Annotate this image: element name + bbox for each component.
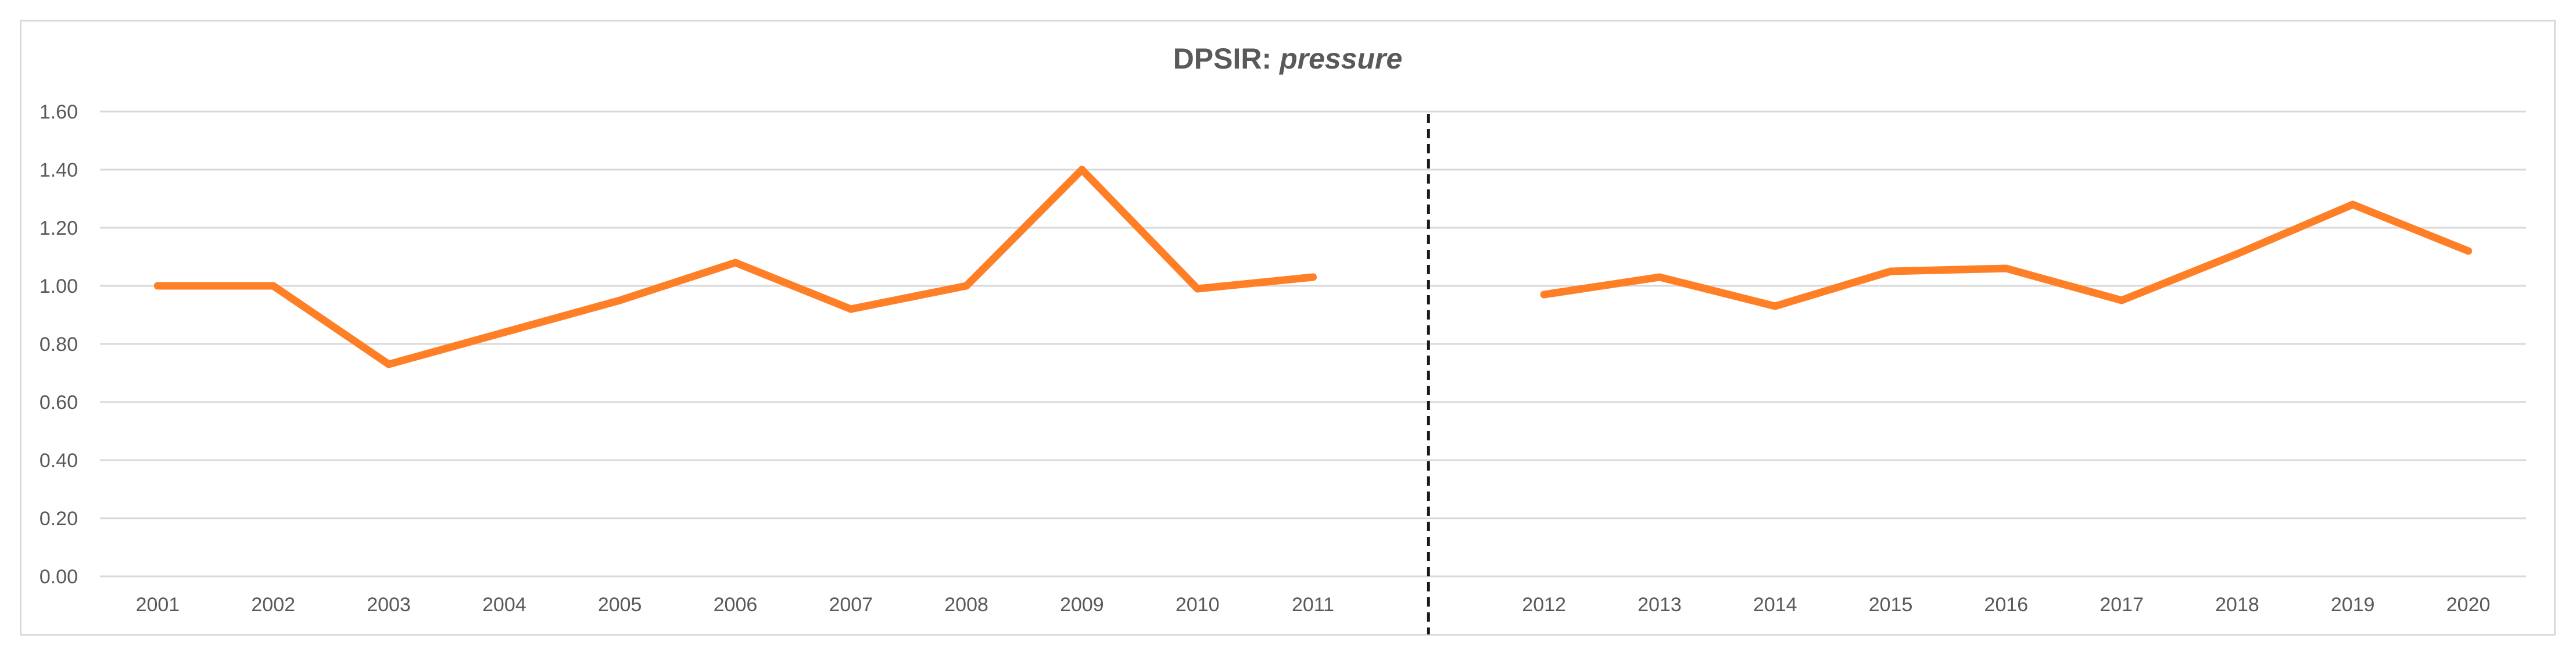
x-tick-label: 2015 [1869, 594, 1913, 616]
x-tick-label: 2010 [1176, 594, 1220, 616]
x-tick-label: 2017 [2100, 594, 2144, 616]
data-point-2007 [847, 305, 855, 313]
y-tick-label: 0.00 [40, 566, 78, 588]
x-tick-label: 2001 [136, 594, 180, 616]
y-tick-label: 0.60 [40, 392, 78, 414]
data-point-2019 [2349, 200, 2357, 209]
data-point-2004 [500, 328, 508, 336]
data-point-2020 [2464, 247, 2473, 255]
x-tick-label: 2016 [1984, 594, 2029, 616]
x-tick-label: 2014 [1753, 594, 1797, 616]
chart-title-emphasis: pressure [1278, 42, 1402, 75]
series-line-segment [153, 166, 1317, 368]
data-point-2011 [1309, 273, 1317, 281]
data-point-2005 [616, 296, 624, 304]
x-tick-label: 2019 [2331, 594, 2375, 616]
y-tick-label: 0.40 [40, 450, 78, 472]
data-point-2014 [1771, 302, 1779, 310]
y-tick-label: 1.20 [40, 217, 78, 239]
y-tick-label: 1.40 [40, 159, 78, 181]
x-tick-label: 2007 [829, 594, 873, 616]
x-axis-ticks: 2001 2002 2003 2004 2005 2006 2007 2008 2009 2010… [136, 594, 2491, 616]
x-tick-label: 2005 [598, 594, 642, 616]
data-point-2008 [962, 282, 970, 290]
x-tick-label: 2013 [1638, 594, 1682, 616]
x-tick-label: 2004 [482, 594, 526, 616]
x-tick-label: 2009 [1060, 594, 1104, 616]
data-point-2003 [385, 360, 393, 368]
x-tick-label: 2006 [714, 594, 758, 616]
x-tick-label: 2018 [2215, 594, 2259, 616]
data-point-2017 [2118, 296, 2126, 304]
series-layer [153, 166, 2473, 368]
data-point-2001 [153, 282, 162, 290]
data-point-2015 [1887, 267, 1895, 275]
data-point-2006 [731, 259, 739, 267]
data-point-2009 [1078, 166, 1086, 174]
data-point-2002 [269, 282, 277, 290]
x-tick-label: 2012 [1522, 594, 1566, 616]
chart-title-prefix: DPSIR: [1173, 42, 1280, 75]
x-tick-label: 2008 [944, 594, 988, 616]
chart-title: DPSIR: pressure [1173, 42, 1403, 75]
gridlines [100, 110, 2526, 578]
data-point-2013 [1656, 273, 1664, 281]
y-tick-label: 1.60 [40, 101, 78, 123]
data-point-2012 [1540, 290, 1548, 299]
data-point-2010 [1194, 285, 1202, 293]
y-tick-label: 0.80 [40, 333, 78, 356]
series-line-segment [1540, 200, 2473, 310]
x-tick-label: 2020 [2446, 594, 2491, 616]
y-tick-label: 1.00 [40, 275, 78, 297]
data-point-2016 [2002, 264, 2010, 272]
chart-frame [20, 20, 2556, 636]
x-tick-label: 2011 [1292, 594, 1334, 616]
data-point-2018 [2233, 250, 2241, 258]
x-tick-label: 2003 [367, 594, 411, 616]
x-tick-label: 2002 [251, 594, 295, 616]
y-tick-label: 0.20 [40, 508, 78, 530]
y-axis-ticks: 0.00 0.20 0.40 0.60 0.80 1.00 1.20 1.40 1.60 [40, 101, 78, 588]
